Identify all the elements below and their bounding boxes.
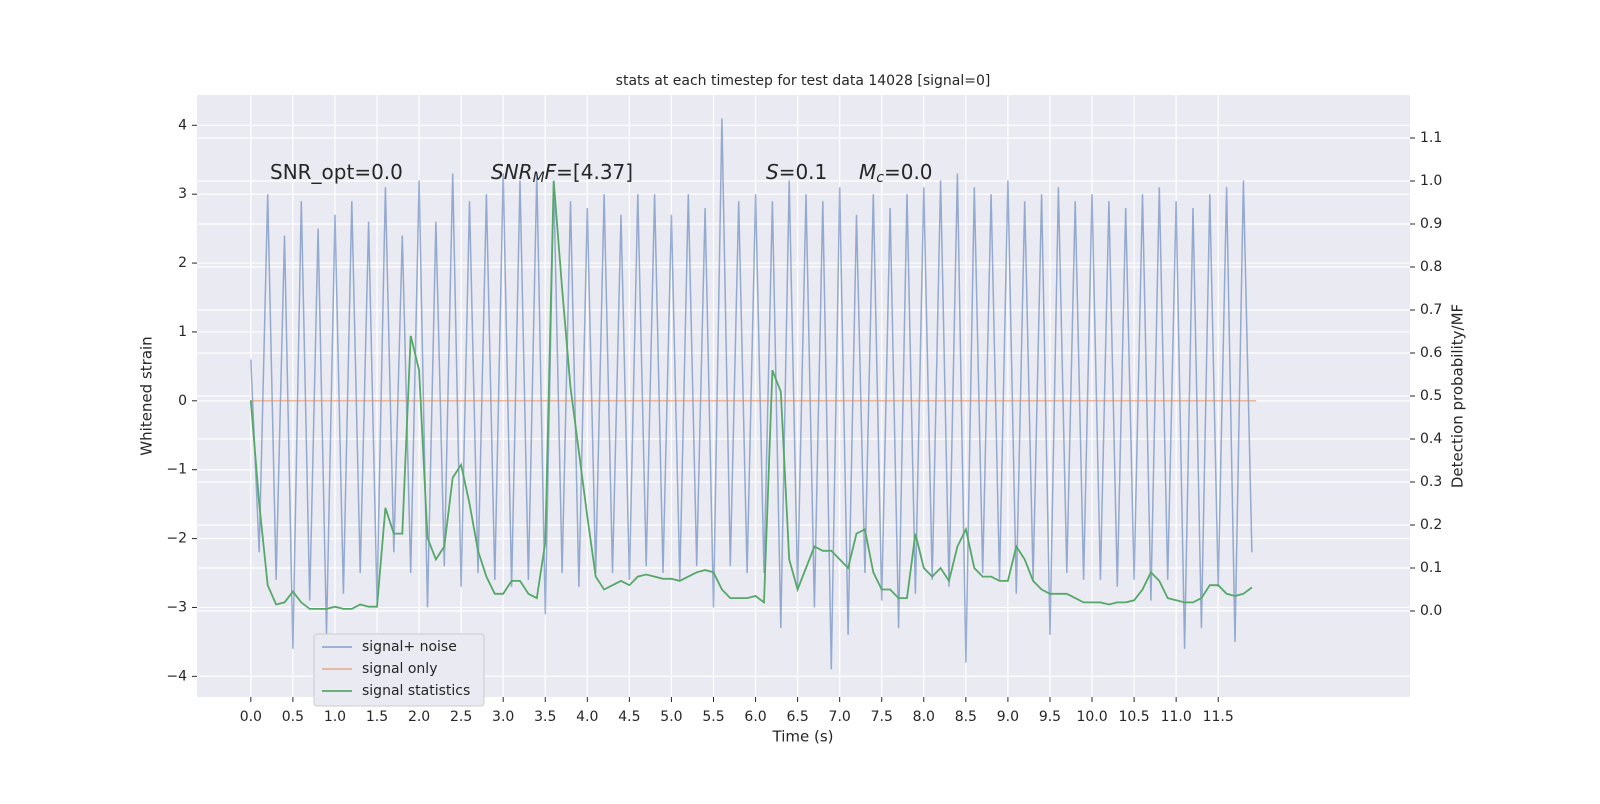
x-tick-label: 10.0: [1076, 709, 1107, 725]
x-tick-label: 8.0: [913, 709, 935, 725]
x-tick-label: 2.0: [408, 709, 430, 725]
x-tick-label: 10.5: [1119, 709, 1150, 725]
y2-tick-label: 0.6: [1420, 345, 1442, 361]
legend-box: [313, 633, 485, 707]
annotation-part: SNR: [491, 160, 533, 184]
x-tick-label: 5.5: [702, 709, 724, 725]
x-tick-label: 1.0: [324, 709, 346, 725]
y-tick-label: −1: [166, 462, 187, 478]
y2-tick-label: 0.5: [1420, 388, 1442, 404]
x-tick-label: 7.0: [829, 709, 851, 725]
annotation-part: =[4.37]: [556, 160, 633, 184]
y-tick-label: 0: [178, 393, 187, 409]
y-tick-label: −3: [166, 599, 187, 615]
x-axis-label: Time (s): [772, 728, 834, 746]
x-tick-label: 1.5: [366, 709, 388, 725]
annotation: SNRMF=[4.37]: [491, 160, 633, 187]
annotation-part: SNR_opt=0.0: [270, 160, 403, 184]
x-tick-label: 8.5: [955, 709, 977, 725]
x-tick-label: 11.0: [1161, 709, 1192, 725]
x-tick-label: 6.0: [744, 709, 766, 725]
x-tick-label: 2.5: [450, 709, 472, 725]
annotation-part: M: [859, 160, 876, 184]
y2-tick-label: 0.2: [1420, 517, 1442, 533]
legend-label: signal+ noise: [362, 639, 457, 655]
x-tick-label: 3.0: [492, 709, 514, 725]
x-tick-label: 0.5: [282, 709, 304, 725]
x-tick-label: 0.0: [240, 709, 262, 725]
y2-tick-label: 1.0: [1420, 173, 1442, 189]
legend-label: signal statistics: [362, 683, 470, 699]
annotation-part: c: [876, 170, 884, 186]
series-line: [250, 118, 1253, 670]
annotation-part: M: [533, 170, 545, 186]
annotation: S=0.1: [766, 160, 827, 184]
y2-tick-label: 0.0: [1420, 603, 1442, 619]
legend-label: signal only: [362, 661, 437, 677]
x-tick-label: 4.5: [618, 709, 640, 725]
y2-tick-label: 0.4: [1420, 431, 1442, 447]
chart-title: stats at each timestep for test data 140…: [616, 73, 991, 89]
x-tick-label: 6.5: [786, 709, 808, 725]
x-tick-label: 4.0: [576, 709, 598, 725]
x-tick-label: 5.0: [660, 709, 682, 725]
y-axis-label: Whitened strain: [138, 336, 156, 455]
y-tick-label: 2: [178, 255, 187, 271]
annotation-part: =0.1: [779, 160, 828, 184]
annotation-part: =0.0: [884, 160, 933, 184]
y-tick-label: 3: [178, 186, 187, 202]
y-tick-label: 1: [178, 324, 187, 340]
series-line: [249, 180, 1253, 610]
y2-tick-label: 1.1: [1420, 130, 1442, 146]
x-tick-label: 9.0: [997, 709, 1019, 725]
y2-axis-label: Detection probability/MF: [1449, 304, 1467, 488]
y2-tick-label: 0.9: [1420, 216, 1442, 232]
x-tick-label: 7.5: [871, 709, 893, 725]
x-tick-label: 3.5: [534, 709, 556, 725]
annotation: SNR_opt=0.0: [270, 160, 403, 184]
annotation: Mc=0.0: [859, 160, 933, 187]
annotation-part: S: [766, 160, 779, 184]
y2-tick-label: 0.7: [1420, 302, 1442, 318]
y-tick-label: −2: [166, 531, 187, 547]
y-tick-label: 4: [178, 117, 187, 133]
x-tick-label: 9.5: [1039, 709, 1061, 725]
y2-tick-label: 0.8: [1420, 259, 1442, 275]
annotation-part: F: [545, 160, 557, 184]
x-tick-label: 11.5: [1203, 709, 1234, 725]
y-tick-label: −4: [166, 668, 187, 684]
y2-tick-label: 0.3: [1420, 474, 1442, 490]
y2-tick-label: 0.1: [1420, 560, 1442, 576]
